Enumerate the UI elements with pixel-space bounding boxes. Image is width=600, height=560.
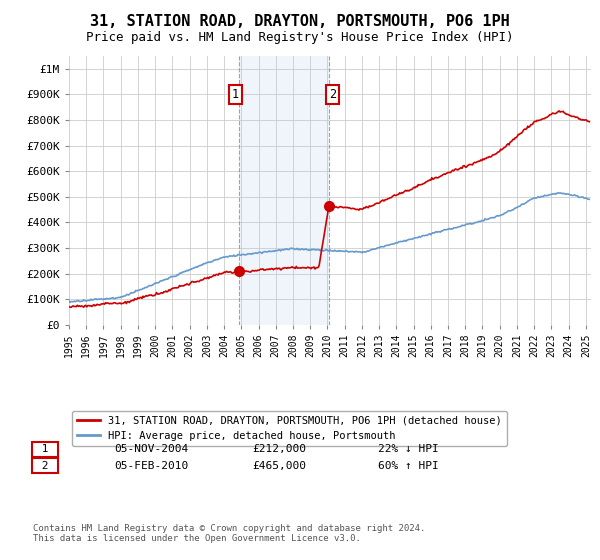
Text: 2: 2 — [35, 461, 55, 471]
Text: 22% ↓ HPI: 22% ↓ HPI — [378, 444, 439, 454]
Text: 05-FEB-2010: 05-FEB-2010 — [114, 461, 188, 471]
Text: 1: 1 — [232, 88, 239, 101]
Text: 1: 1 — [35, 444, 55, 454]
Text: 60% ↑ HPI: 60% ↑ HPI — [378, 461, 439, 471]
Text: 05-NOV-2004: 05-NOV-2004 — [114, 444, 188, 454]
Legend: 31, STATION ROAD, DRAYTON, PORTSMOUTH, PO6 1PH (detached house), HPI: Average pr: 31, STATION ROAD, DRAYTON, PORTSMOUTH, P… — [71, 410, 507, 446]
Text: 31, STATION ROAD, DRAYTON, PORTSMOUTH, PO6 1PH: 31, STATION ROAD, DRAYTON, PORTSMOUTH, P… — [90, 14, 510, 29]
Bar — [239, 56, 329, 325]
Text: £212,000: £212,000 — [252, 444, 306, 454]
Text: Price paid vs. HM Land Registry's House Price Index (HPI): Price paid vs. HM Land Registry's House … — [86, 31, 514, 44]
Text: Contains HM Land Registry data © Crown copyright and database right 2024.
This d: Contains HM Land Registry data © Crown c… — [33, 524, 425, 543]
Text: 2: 2 — [329, 88, 336, 101]
Text: £465,000: £465,000 — [252, 461, 306, 471]
